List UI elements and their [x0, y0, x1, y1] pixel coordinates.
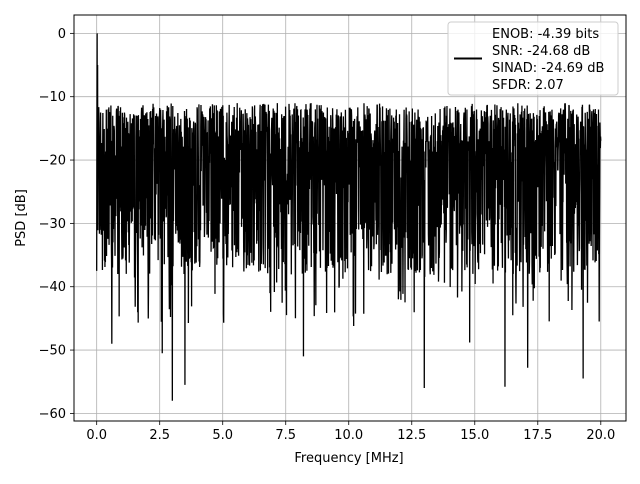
x-tick-label: 12.5: [397, 428, 426, 443]
y-tick-label: −50: [39, 344, 66, 359]
y-tick-label: −30: [39, 217, 66, 232]
x-tick-label: 7.5: [275, 428, 296, 443]
x-axis-label: Frequency [MHz]: [294, 451, 403, 466]
y-axis-ticks: 0 −10 −20 −30 −40 −50 −60: [39, 27, 74, 422]
y-axis-label: PSD [dB]: [14, 189, 29, 247]
legend-sfdr: SFDR: 2.07: [492, 78, 564, 93]
x-tick-label: 2.5: [149, 428, 170, 443]
psd-series-line: [96, 33, 602, 401]
y-tick-label: 0: [58, 27, 66, 42]
x-tick-label: 0.0: [86, 428, 107, 443]
legend-box: [447, 21, 619, 96]
y-tick-label: −10: [39, 90, 66, 105]
legend: ENOB: -4.39 bits SNR: -24.68 dB SINAD: -…: [447, 21, 619, 96]
legend-enob: ENOB: -4.39 bits: [492, 27, 599, 42]
x-axis-ticks: 0.0 2.5 5.0 7.5 10.0 12.5 15.0 17.5 20.0: [86, 421, 615, 443]
x-tick-label: 5.0: [212, 428, 233, 443]
y-tick-label: −40: [39, 280, 66, 295]
axes-frame: [73, 14, 627, 422]
legend-sinad: SINAD: -24.69 dB: [492, 61, 604, 76]
plot-area: [96, 33, 602, 401]
x-tick-label: 15.0: [460, 428, 489, 443]
x-tick-label: 10.0: [334, 428, 363, 443]
y-tick-label: −60: [39, 407, 66, 422]
x-tick-label: 17.5: [523, 428, 552, 443]
legend-snr: SNR: -24.68 dB: [492, 44, 590, 59]
y-tick-label: −20: [39, 154, 66, 169]
x-tick-label: 20.0: [586, 428, 615, 443]
